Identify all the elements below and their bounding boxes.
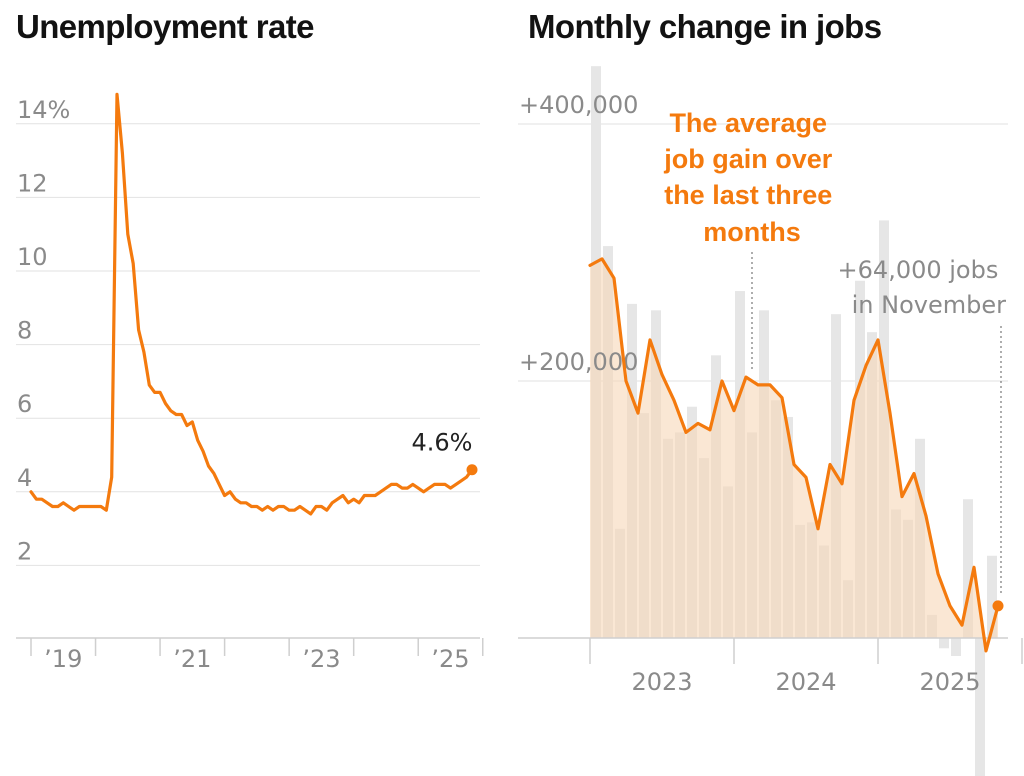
unemployment-y-tick: 8: [17, 317, 32, 345]
jobs-x-tick-label: 2024: [775, 668, 836, 696]
unemployment-x-tick-label: ’25: [431, 645, 469, 673]
jobs-y-tick: +200,000: [519, 348, 638, 376]
average-annotation-line: the last three: [664, 180, 832, 210]
unemployment-y-tick: 2: [17, 537, 32, 565]
average-annotation-line: The average: [669, 108, 827, 138]
unemployment-gridlines: [16, 123, 480, 566]
november-annotation-line: +64,000 jobs: [838, 256, 999, 284]
jobs-chart-title: Monthly change in jobs: [528, 8, 882, 45]
latest-rate-dot: [466, 464, 478, 476]
unemployment-x-tick-label: ’23: [302, 645, 340, 673]
unemployment-y-tick: 12: [17, 169, 48, 197]
average-gain-line: [588, 257, 1000, 653]
unemployment-y-tick: 6: [17, 390, 32, 418]
job-change-bar: [939, 638, 949, 649]
unemployment-y-tick: 14%: [17, 96, 70, 124]
jobs-x-tick-label: 2023: [631, 668, 692, 696]
job-change-bar: [963, 499, 973, 638]
unemployment-y-tick: 4: [17, 464, 32, 492]
average-gain-area: [590, 258, 998, 651]
november-jobs-annotation: +64,000 jobs in November: [838, 256, 1007, 319]
jobs-x-tick-label: 2025: [919, 668, 980, 696]
job-change-bar: [987, 555, 997, 638]
unemployment-x-tick-label: ’19: [44, 645, 82, 673]
jobs-y-tick: +400,000: [519, 91, 638, 119]
job-change-bar: [951, 638, 961, 656]
average-annotation-line: months: [703, 217, 801, 247]
unemployment-rate-line: [29, 92, 474, 516]
latest-average-dot: [992, 600, 1004, 612]
average-gain-annotation: The average job gain over the last three…: [663, 108, 840, 247]
job-change-bar: [975, 638, 985, 776]
unemployment-y-axis: 14% 12 10 8 6 4 2: [17, 96, 70, 566]
unemployment-y-tick: 10: [17, 243, 48, 271]
november-annotation-line: in November: [852, 291, 1006, 319]
jobs-x-axis: 2023 2024 2025: [518, 637, 1023, 696]
unemployment-chart-title: Unemployment rate: [16, 8, 314, 45]
average-annotation-line: job gain over: [663, 144, 833, 174]
unemployment-x-axis: ’19 ’21 ’23 ’25: [16, 637, 484, 673]
jobs-y-axis: +400,000 +200,000: [519, 91, 638, 376]
unemployment-x-tick-label: ’21: [173, 645, 211, 673]
latest-rate-label: 4.6%: [412, 429, 473, 457]
